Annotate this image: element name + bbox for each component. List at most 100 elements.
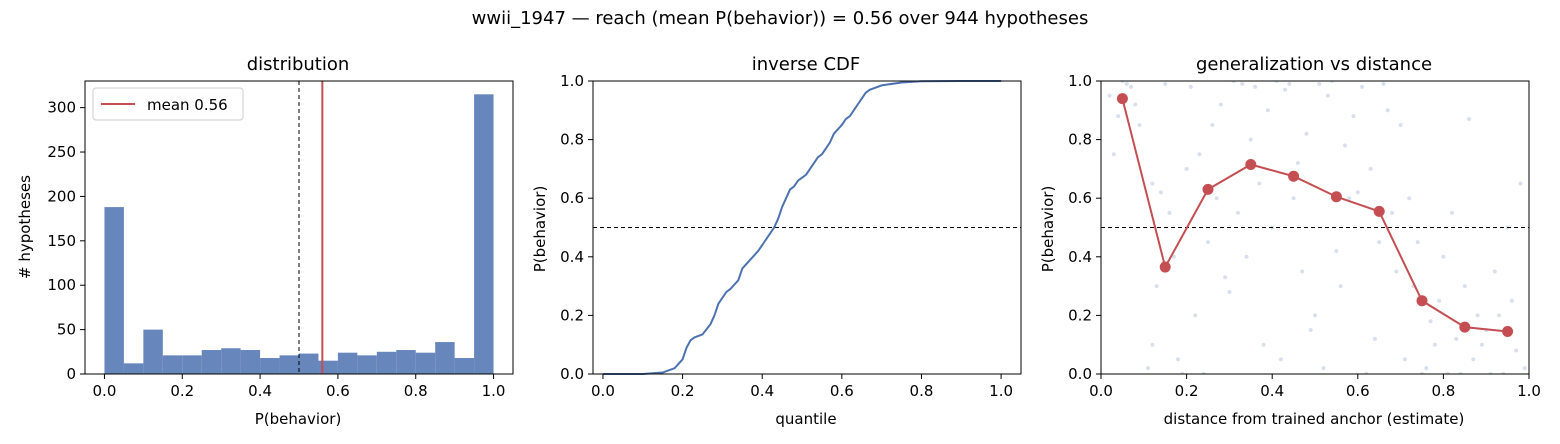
- y-tick-label: 300: [47, 99, 76, 117]
- x-tick-label: 0.4: [248, 382, 272, 400]
- histogram-bar: [337, 352, 358, 374]
- scatter-point: [1158, 190, 1163, 195]
- histogram-bar: [454, 358, 475, 374]
- inverse-cdf-xlabel: quantile: [775, 410, 836, 428]
- scatter-point: [1171, 254, 1176, 259]
- legend-mean-label: mean 0.56: [147, 96, 228, 114]
- histogram-legend: mean 0.56: [92, 87, 244, 121]
- scatter-point: [1479, 342, 1484, 347]
- scatter-point: [1398, 122, 1403, 127]
- scatter-point: [1133, 102, 1138, 107]
- x-tick-label: 0.6: [1346, 382, 1370, 400]
- scatter-point: [1454, 336, 1459, 341]
- scatter-point: [1522, 366, 1527, 371]
- y-tick-label: 0.8: [1068, 131, 1092, 149]
- scatter-point: [1351, 114, 1356, 119]
- scatter-point: [1287, 81, 1292, 86]
- binned-mean-marker: [1288, 170, 1300, 182]
- scatter-point: [1188, 84, 1193, 89]
- legend-box: [92, 87, 244, 121]
- scatter-point: [1321, 366, 1326, 371]
- binned-mean-marker: [1116, 93, 1128, 105]
- y-tick-label: 200: [47, 187, 76, 205]
- scatter-point: [1317, 81, 1322, 86]
- scatter-point: [1244, 254, 1249, 259]
- y-tick-label: 1.0: [1068, 72, 1092, 90]
- scatter-point: [1197, 152, 1202, 157]
- scatter-point: [1308, 328, 1313, 333]
- y-tick-label: 0: [66, 365, 76, 383]
- histogram-bar: [221, 348, 241, 374]
- scatter-point: [1509, 298, 1514, 303]
- histogram-bar: [162, 355, 183, 374]
- binned-mean-marker: [1459, 321, 1471, 333]
- scatter-point: [1497, 313, 1502, 318]
- histogram-bar: [260, 358, 280, 374]
- histogram-bar: [104, 207, 124, 374]
- inverse-cdf-ylabel: P(behavior): [531, 186, 549, 273]
- scatter-point: [1467, 117, 1472, 122]
- scatter-point: [1428, 319, 1433, 324]
- figure-suptitle: wwii_1947 — reach (mean P(behavior)) = 0…: [472, 8, 1089, 29]
- scatter-point: [1313, 313, 1317, 318]
- axes-frame: [84, 80, 514, 375]
- scatter-point: [1146, 366, 1151, 371]
- scatter-point: [1111, 152, 1116, 157]
- scatter-point: [1257, 181, 1262, 186]
- histogram-bar: [299, 353, 319, 374]
- scatter-point: [1475, 313, 1480, 318]
- binned-mean-line: [1121, 98, 1508, 333]
- scatter-point: [1304, 131, 1309, 136]
- scatter-point: [1167, 210, 1172, 215]
- scatter-point: [1154, 284, 1159, 289]
- y-tick-label: 50: [57, 321, 76, 339]
- scatter-point: [1338, 284, 1343, 289]
- y-tick-label: 0.2: [560, 306, 584, 324]
- y-tick-label: 0.0: [560, 365, 584, 383]
- scatter-point: [1347, 196, 1352, 201]
- y-tick-label: 0.2: [1068, 306, 1092, 324]
- scatter-point: [1107, 93, 1112, 98]
- histogram-xlabel: P(behavior): [255, 410, 342, 428]
- scatter-point: [1381, 81, 1386, 86]
- x-tick-label: 0.0: [93, 382, 117, 400]
- y-tick-label: 100: [47, 276, 76, 294]
- scatter-point: [1394, 269, 1399, 274]
- scatter-point: [1360, 84, 1365, 89]
- x-tick-label: 0.4: [750, 382, 774, 400]
- x-tick-label: 0.0: [591, 382, 615, 400]
- binned-mean-marker: [1416, 295, 1428, 307]
- scatter-point: [1402, 357, 1407, 362]
- scatter-point: [1214, 196, 1219, 201]
- scatter-point: [1253, 84, 1258, 89]
- y-tick-label: 0.6: [560, 189, 584, 207]
- scatter-point: [1163, 81, 1168, 86]
- scatter-point: [1210, 122, 1215, 127]
- scatter-point: [1206, 240, 1210, 245]
- histogram-bar: [474, 94, 494, 375]
- generalization-ylabel: P(behavior): [1039, 186, 1057, 273]
- x-tick-label: 0.8: [910, 382, 934, 400]
- binned-mean-marker: [1245, 159, 1257, 171]
- scatter-point: [1235, 210, 1240, 215]
- generalization-panel: generalization vs distance 0.0 0.2 0.4 0.6 0…: [1039, 54, 1541, 428]
- scatter-point: [1449, 210, 1454, 215]
- y-tick-label: 0.0: [1068, 365, 1092, 383]
- scatter-point: [1342, 143, 1347, 148]
- binned-mean-marker: [1373, 205, 1385, 217]
- x-tick-label: 0.4: [1260, 382, 1284, 400]
- scatter-point: [1385, 108, 1390, 113]
- scatter-point: [1325, 93, 1330, 98]
- generalization-xlabel: distance from trained anchor (estimate): [1164, 410, 1465, 428]
- inverse-cdf-line: [602, 80, 1002, 375]
- scatter-point: [1227, 289, 1232, 294]
- scatter-point: [1390, 210, 1395, 215]
- scatter-point: [1462, 284, 1467, 289]
- scatter-point: [1437, 298, 1442, 303]
- binned-mean-marker: [1202, 183, 1214, 195]
- histogram-bar: [240, 350, 261, 374]
- scatter-point: [1407, 196, 1412, 201]
- y-tick-label: 250: [47, 143, 76, 161]
- histogram-bar: [123, 363, 144, 374]
